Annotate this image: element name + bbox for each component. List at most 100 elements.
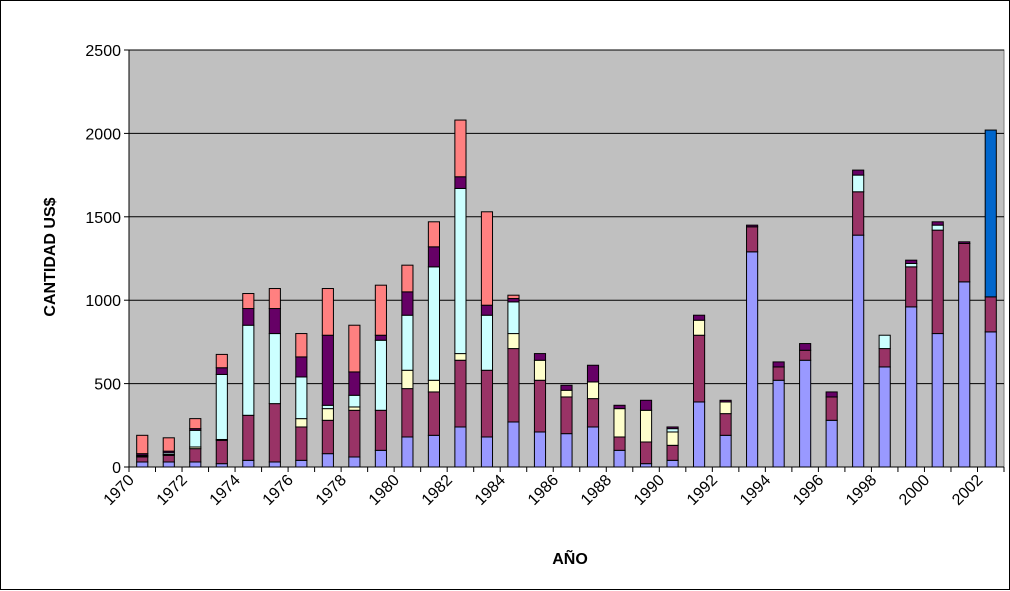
bar-segment — [401, 436, 414, 468]
bar-segment — [427, 434, 440, 468]
x-tick-label: 2002 — [949, 472, 986, 509]
bar-segment — [268, 403, 281, 463]
bar-segment — [852, 169, 865, 176]
bar-segment — [427, 391, 440, 436]
bar-segment — [295, 418, 308, 428]
bar-segment — [958, 242, 971, 283]
bar-segment — [268, 288, 281, 310]
bar-segment — [374, 284, 387, 336]
bar-segment — [878, 334, 891, 350]
bar-segment — [189, 461, 202, 468]
bar-segment — [242, 308, 255, 326]
y-tick-label: 0 — [112, 460, 121, 477]
bar-segment — [374, 339, 387, 411]
x-tick-label: 1974 — [207, 472, 244, 509]
bar-segment — [693, 314, 706, 321]
bar-segment — [401, 314, 414, 371]
bar-segment — [454, 353, 467, 361]
bar-segment — [799, 359, 812, 468]
x-tick-label: 1998 — [843, 472, 880, 509]
bar-segment — [480, 304, 494, 316]
bar-segment — [852, 174, 865, 193]
bar-segment — [666, 444, 679, 461]
bar-segment — [321, 404, 334, 410]
bar-segment — [215, 353, 228, 369]
x-tick-label: 1996 — [790, 472, 827, 509]
bar-segment — [374, 409, 387, 451]
bar-segment — [454, 187, 467, 355]
bar-segment — [533, 431, 547, 468]
bar-segment — [852, 234, 865, 468]
bar-segment — [507, 348, 520, 423]
bar-segment — [613, 408, 626, 438]
bar-segment — [666, 426, 679, 430]
bar-segment — [480, 369, 494, 438]
bar-segment — [905, 306, 918, 468]
bar-segment — [454, 176, 467, 189]
y-tick-label: 2000 — [85, 126, 121, 143]
bar-segment — [242, 414, 255, 461]
bar-segment — [242, 324, 255, 416]
bar-segment — [852, 191, 865, 236]
bar-segment — [295, 376, 308, 420]
bar-segment — [666, 428, 679, 433]
bar-segment — [348, 324, 361, 373]
bar-segment — [560, 384, 573, 391]
bar-segment — [719, 434, 732, 468]
bar-segment — [321, 288, 334, 336]
bar-segment — [958, 281, 971, 468]
x-tick-label: 1980 — [366, 472, 403, 509]
x-tick-label: 1988 — [578, 472, 615, 509]
x-tick-label: 1984 — [472, 472, 509, 509]
bar-segment — [321, 334, 334, 406]
bar-segment — [480, 314, 494, 371]
x-tick-label: 1972 — [154, 472, 191, 509]
bar-segment — [905, 263, 918, 268]
bar-segment — [878, 348, 891, 368]
x-tick-label: 1986 — [525, 472, 562, 509]
bar-segment — [427, 221, 440, 248]
bar-segment — [374, 449, 387, 468]
bar-segment — [533, 359, 547, 381]
bar-segment — [189, 418, 202, 430]
bar-segment — [693, 334, 706, 403]
bar-segment — [348, 406, 361, 411]
bar-segment — [905, 259, 918, 265]
bar-segment — [772, 361, 785, 368]
bar-segment — [136, 434, 149, 455]
bar-segment — [321, 453, 334, 468]
bar-segment — [268, 308, 281, 335]
bar-segment — [348, 409, 361, 458]
bar-segment — [295, 459, 308, 468]
bar-segment — [693, 319, 706, 336]
y-tick-label: 1500 — [85, 210, 121, 227]
bar-segment — [348, 371, 361, 396]
bar-segment — [693, 401, 706, 468]
bar-segment — [825, 419, 838, 468]
bar-segment — [321, 408, 334, 421]
bar-segment — [586, 381, 600, 400]
bar-segment — [480, 436, 494, 468]
bar-segment — [799, 349, 812, 361]
bar-segment — [189, 429, 202, 448]
bar-segment — [295, 356, 308, 378]
bar-segment — [242, 459, 255, 468]
bar-segment — [931, 229, 944, 335]
y-tick-label: 2500 — [85, 43, 121, 60]
x-tick-label: 1982 — [419, 472, 456, 509]
bar-segment — [984, 129, 997, 298]
bar-segment — [666, 431, 679, 446]
y-tick-label: 1000 — [85, 293, 121, 310]
bar-segment — [401, 264, 414, 293]
x-tick-label: 1978 — [313, 472, 350, 509]
bar-segment — [401, 388, 414, 438]
bar-segment — [825, 391, 838, 398]
y-axis-title: CANTIDAD US$ — [42, 197, 59, 316]
bar-segment — [507, 298, 520, 303]
bar-segment — [586, 364, 600, 383]
bar-segment — [772, 379, 785, 468]
bar-segment — [639, 409, 653, 443]
bar-segment — [215, 463, 228, 468]
